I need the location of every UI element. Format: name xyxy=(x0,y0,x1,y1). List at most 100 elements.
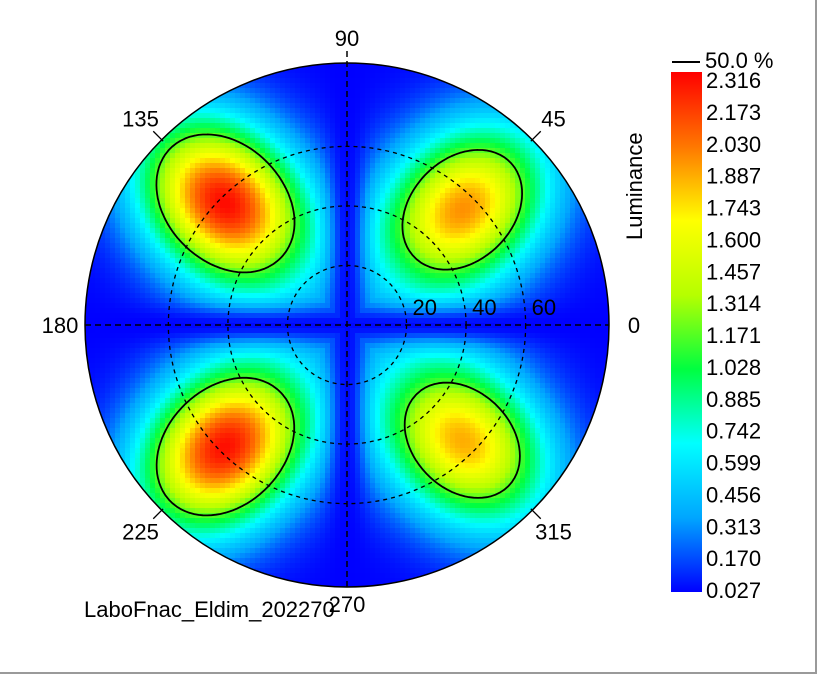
heatmap-cell xyxy=(190,243,196,249)
heatmap-cell xyxy=(500,178,506,184)
heatmap-cell xyxy=(135,203,141,209)
heatmap-cell xyxy=(205,213,211,219)
heatmap-cell xyxy=(90,263,96,269)
heatmap-cell xyxy=(555,218,561,224)
heatmap-cell xyxy=(315,108,321,114)
heatmap-cell xyxy=(525,278,531,284)
heatmap-cell xyxy=(400,308,406,314)
heatmap-cell xyxy=(170,273,176,279)
heatmap-cell xyxy=(95,283,101,289)
heatmap-cell xyxy=(315,158,321,164)
heatmap-cell xyxy=(465,288,471,294)
heatmap-cell xyxy=(295,133,301,139)
heatmap-cell xyxy=(325,308,331,314)
heatmap-cell xyxy=(355,328,361,334)
heatmap-cell xyxy=(405,83,411,89)
heatmap-cell xyxy=(425,108,431,114)
heatmap-cell xyxy=(290,123,296,129)
heatmap-cell xyxy=(480,138,486,144)
heatmap-cell xyxy=(470,203,476,209)
heatmap-cell xyxy=(465,278,471,284)
heatmap-cell xyxy=(140,333,146,339)
heatmap-cell xyxy=(475,108,481,114)
heatmap-cell xyxy=(295,223,301,229)
heatmap-cell xyxy=(465,248,471,254)
heatmap-cell xyxy=(140,228,146,234)
heatmap-cell xyxy=(435,203,441,209)
heatmap-cell xyxy=(110,223,116,229)
heatmap-cell xyxy=(395,288,401,294)
heatmap-cell xyxy=(275,203,281,209)
heatmap-cell xyxy=(495,203,501,209)
heatmap-cell xyxy=(275,328,281,334)
heatmap-cell xyxy=(500,213,506,219)
heatmap-cell xyxy=(160,208,166,214)
heatmap-cell xyxy=(485,138,491,144)
heatmap-cell xyxy=(435,288,441,294)
heatmap-cell xyxy=(435,273,441,279)
heatmap-cell xyxy=(460,283,466,289)
heatmap-cell xyxy=(130,303,136,309)
heatmap-cell xyxy=(315,333,321,339)
heatmap-cell xyxy=(495,173,501,179)
heatmap-cell xyxy=(475,208,481,214)
heatmap-cell xyxy=(540,223,546,229)
heatmap-cell xyxy=(405,73,411,79)
heatmap-cell xyxy=(160,238,166,244)
heatmap-cell xyxy=(250,298,256,304)
heatmap-cell xyxy=(325,68,331,74)
heatmap-cell xyxy=(560,263,566,269)
heatmap-cell xyxy=(410,213,416,219)
heatmap-cell xyxy=(100,238,106,244)
heatmap-cell xyxy=(505,303,511,309)
heatmap-cell xyxy=(540,288,546,294)
heatmap-cell xyxy=(565,273,571,279)
heatmap-cell xyxy=(190,338,196,344)
heatmap-cell xyxy=(270,93,276,99)
heatmap-cell xyxy=(595,278,601,284)
heatmap-cell xyxy=(160,253,166,259)
heatmap-cell xyxy=(290,188,296,194)
heatmap-cell xyxy=(595,263,601,269)
heatmap-cell xyxy=(375,178,381,184)
heatmap-cell xyxy=(230,338,236,344)
heatmap-cell xyxy=(525,213,531,219)
heatmap-cell xyxy=(450,138,456,144)
heatmap-cell xyxy=(360,98,366,104)
heatmap-cell xyxy=(375,123,381,129)
heatmap-cell xyxy=(580,233,586,239)
heatmap-cell xyxy=(355,143,361,149)
heatmap-cell xyxy=(535,168,541,174)
heatmap-cell xyxy=(190,238,196,244)
heatmap-cell xyxy=(395,313,401,319)
heatmap-cell xyxy=(550,173,556,179)
heatmap-cell xyxy=(445,83,451,89)
heatmap-cell xyxy=(445,303,451,309)
heatmap-cell xyxy=(595,288,601,294)
heatmap-cell xyxy=(370,283,376,289)
heatmap-cell xyxy=(470,178,476,184)
heatmap-cell xyxy=(470,283,476,289)
heatmap-cell xyxy=(210,163,216,169)
heatmap-cell xyxy=(490,338,496,344)
heatmap-cell xyxy=(185,248,191,254)
heatmap-cell xyxy=(275,288,281,294)
heatmap-cell xyxy=(265,158,271,164)
heatmap-cell xyxy=(200,173,206,179)
heatmap-cell xyxy=(425,88,431,94)
heatmap-cell xyxy=(195,303,201,309)
heatmap-cell xyxy=(295,118,301,124)
heatmap-cell xyxy=(205,278,211,284)
heatmap-cell xyxy=(380,218,386,224)
heatmap-cell xyxy=(540,193,546,199)
heatmap-cell xyxy=(405,183,411,189)
heatmap-cell xyxy=(420,108,426,114)
heatmap-cell xyxy=(425,343,431,349)
heatmap-cell xyxy=(305,238,311,244)
heatmap-cell xyxy=(390,318,396,324)
heatmap-cell xyxy=(310,288,316,294)
heatmap-cell xyxy=(565,188,571,194)
heatmap-cell xyxy=(390,143,396,149)
heatmap-cell xyxy=(395,123,401,129)
heatmap-cell xyxy=(480,128,486,134)
